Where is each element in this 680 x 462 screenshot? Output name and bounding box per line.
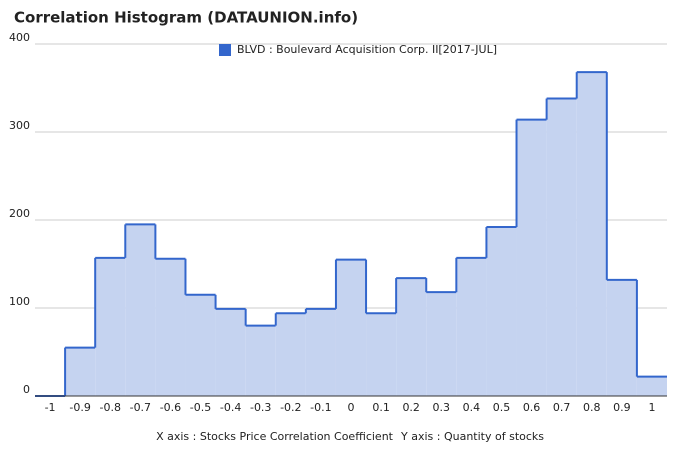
- x-tick-label: 0.9: [613, 401, 631, 414]
- y-tick-label: 200: [9, 207, 30, 220]
- area-step: [275, 313, 306, 396]
- area-step: [576, 72, 607, 396]
- x-axis-label: X axis : Stocks Price Correlation Coeffi…: [156, 430, 394, 443]
- area-step: [396, 278, 427, 396]
- x-tick-label: 0.5: [493, 401, 511, 414]
- y-tick-label: 400: [9, 31, 30, 44]
- area-step: [185, 294, 216, 396]
- x-tick-label: 0.2: [402, 401, 420, 414]
- x-tick-label: -0.1: [310, 401, 331, 414]
- area-step: [215, 308, 246, 396]
- x-tick-label: -0.5: [190, 401, 211, 414]
- chart-title: Correlation Histogram (DATAUNION.info): [14, 9, 358, 27]
- x-tick-label: -0.4: [220, 401, 241, 414]
- area-step: [95, 257, 126, 396]
- y-tick-label: 300: [9, 119, 30, 132]
- y-tick-label: 100: [9, 295, 30, 308]
- x-tick-label: -0.3: [250, 401, 271, 414]
- x-tick-label: 0: [348, 401, 355, 414]
- x-tick-label: 0.1: [372, 401, 390, 414]
- area-step: [335, 259, 367, 396]
- area-step: [426, 292, 457, 396]
- area-step: [155, 258, 186, 396]
- area-step: [245, 325, 276, 396]
- x-tick-label: -0.2: [280, 401, 301, 414]
- x-tick-label: -0.6: [160, 401, 181, 414]
- area-step: [456, 257, 487, 396]
- area-step: [606, 279, 637, 396]
- area-step: [486, 227, 517, 396]
- x-tick-label: -1: [45, 401, 56, 414]
- area-step: [546, 98, 577, 396]
- y-tick-label: 0: [23, 383, 30, 396]
- x-tick-label: 1: [648, 401, 655, 414]
- area-step: [65, 347, 96, 396]
- x-tick-label: -0.7: [130, 401, 151, 414]
- legend-label: BLVD : Boulevard Acquisition Corp. II[20…: [237, 43, 497, 56]
- x-tick-label: 0.3: [433, 401, 451, 414]
- x-tick-label: 0.4: [463, 401, 481, 414]
- x-tick-label: 0.6: [523, 401, 541, 414]
- x-tick-label: 0.8: [583, 401, 601, 414]
- x-tick-label: -0.8: [100, 401, 121, 414]
- x-tick-label: 0.7: [553, 401, 571, 414]
- area-step: [366, 313, 397, 396]
- area-step: [125, 224, 156, 396]
- x-tick-label: -0.9: [69, 401, 90, 414]
- area-step: [516, 119, 547, 397]
- area-step: [636, 376, 667, 396]
- area-step: [305, 308, 336, 396]
- y-axis-label: Y axis : Quantity of stocks: [400, 430, 544, 443]
- legend-swatch: [219, 44, 231, 56]
